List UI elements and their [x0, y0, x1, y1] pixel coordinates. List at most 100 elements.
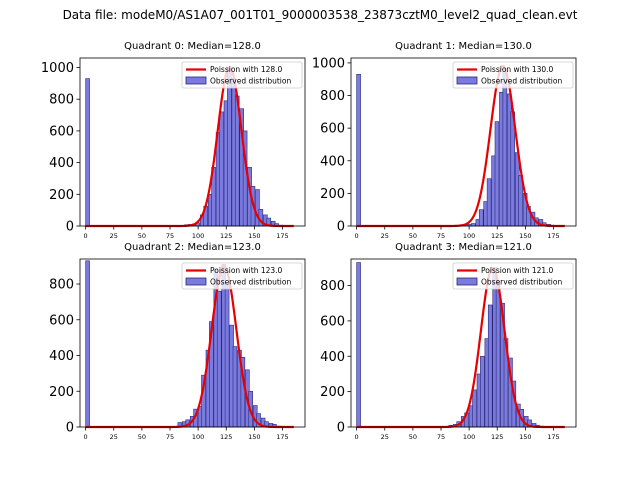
y-tick-label: 0 — [337, 220, 345, 235]
quadrant-3-panel: 0 25 50 75 100 125 150 175 0 200 400 600 800 Quadrant… — [320, 242, 577, 441]
legend-box — [452, 262, 574, 290]
y-tick-label: 1000 — [41, 61, 74, 76]
x-tick-label: 100 — [192, 433, 204, 441]
histogram-bar — [494, 121, 500, 227]
x-tick-label: 0 — [355, 433, 359, 441]
y-tick-label: 600 — [320, 314, 345, 329]
y-tick-label: 200 — [49, 188, 74, 203]
x-tick-label: 150 — [519, 232, 531, 240]
x-tick-label: 175 — [276, 433, 288, 441]
x-tick-label: 25 — [110, 232, 118, 240]
x-tick-label: 75 — [437, 232, 445, 240]
y-tick-label: 200 — [320, 385, 345, 400]
histogram-bar — [227, 67, 232, 227]
x-tick-label: 0 — [84, 433, 88, 441]
histogram-bar — [85, 260, 90, 428]
legend-box — [452, 61, 574, 89]
x-tick-label: 100 — [463, 232, 475, 240]
legend-bar-swatch — [185, 277, 207, 286]
histogram-bar — [510, 111, 515, 227]
y-tick-label: 400 — [49, 156, 74, 171]
histogram-bar — [502, 69, 508, 227]
poisson-fit-line — [356, 266, 565, 429]
y-tick-label: 800 — [320, 279, 345, 294]
x-tick-label: 75 — [166, 232, 174, 240]
axes-frame — [350, 258, 577, 428]
y-tick-label: 400 — [320, 350, 345, 365]
quadrant-2-panel: 0 25 50 75 100 125 150 175 0 200 400 600 800 Quadrant… — [49, 242, 306, 441]
legend-label-fit: Poission with 130.0 — [481, 65, 554, 74]
x-tick-label: 25 — [110, 433, 118, 441]
x-tick-label: 175 — [276, 232, 288, 240]
x-tick-label: 75 — [166, 433, 174, 441]
x-tick-label: 0 — [355, 232, 359, 240]
y-tick-label: 200 — [320, 187, 345, 202]
histogram-bar — [356, 74, 361, 227]
legend-label-observed: Observed distribution — [481, 278, 562, 287]
y-tick-label: 600 — [320, 122, 345, 137]
x-tick-label: 0 — [84, 232, 88, 240]
legend-bar-swatch — [456, 277, 478, 286]
x-tick-label: 125 — [491, 232, 503, 240]
y-tick-label: 0 — [66, 421, 74, 436]
legend-label-fit: Poission with 121.0 — [481, 266, 554, 275]
histogram-bar — [472, 389, 477, 428]
legend-label-observed: Observed distribution — [481, 77, 562, 86]
histogram-bar — [478, 209, 484, 227]
legend-label-observed: Observed distribution — [210, 77, 291, 86]
axes-frame — [350, 57, 577, 227]
legend-bar-swatch — [185, 76, 207, 85]
poisson-fit-line — [356, 65, 565, 228]
x-tick-label: 50 — [138, 232, 146, 240]
poisson-fit-line — [85, 66, 294, 228]
subplot-title: Quadrant 1: Median=130.0 — [395, 41, 532, 52]
x-tick-label: 150 — [248, 232, 260, 240]
y-tick-label: 600 — [49, 124, 74, 139]
histogram-bar — [216, 290, 222, 428]
axes-frame — [79, 258, 306, 428]
poisson-fit-line — [85, 265, 294, 429]
axes-frame — [79, 57, 306, 227]
x-tick-label: 25 — [381, 433, 389, 441]
histogram-bar — [480, 355, 485, 428]
x-tick-label: 75 — [437, 433, 445, 441]
x-tick-label: 175 — [547, 232, 559, 240]
subplot-title: Quadrant 2: Median=123.0 — [124, 242, 261, 253]
x-tick-label: 50 — [409, 232, 417, 240]
legend-bar-swatch — [456, 76, 478, 85]
x-tick-label: 50 — [409, 433, 417, 441]
x-tick-label: 50 — [138, 433, 146, 441]
histogram-bar — [356, 262, 361, 428]
subplot-title: Quadrant 3: Median=121.0 — [395, 242, 532, 253]
legend-label-fit: Poission with 128.0 — [210, 65, 283, 74]
y-tick-label: 0 — [66, 220, 74, 235]
x-tick-label: 150 — [248, 433, 260, 441]
histogram-bar — [232, 346, 238, 428]
subplot-title: Quadrant 0: Median=128.0 — [124, 41, 261, 52]
legend-label-fit: Poission with 123.0 — [210, 266, 283, 275]
y-tick-label: 800 — [49, 278, 74, 293]
histogram-bar — [486, 178, 492, 227]
x-tick-label: 150 — [519, 433, 531, 441]
x-tick-label: 125 — [220, 433, 232, 441]
y-tick-label: 400 — [320, 154, 345, 169]
histogram-bar — [219, 111, 224, 227]
quadrant-1-panel: 0 25 50 75 100 125 150 175 0 200 400 600 800 1000 Quad… — [312, 41, 577, 240]
y-tick-label: 1000 — [312, 56, 345, 71]
x-tick-label: 100 — [463, 433, 475, 441]
x-tick-label: 100 — [192, 232, 204, 240]
y-tick-label: 0 — [337, 421, 345, 436]
x-tick-label: 25 — [381, 232, 389, 240]
y-tick-label: 600 — [49, 313, 74, 328]
legend-box — [181, 262, 303, 290]
x-tick-label: 125 — [220, 232, 232, 240]
x-tick-label: 175 — [547, 433, 559, 441]
histogram-bar — [85, 78, 90, 227]
legend-label-observed: Observed distribution — [210, 278, 291, 287]
quadrant-0-panel: 0 25 50 75 100 125 150 175 0 200 400 600 800 1000 Quad… — [41, 41, 306, 240]
legend-box — [181, 61, 303, 89]
histogram-bar — [495, 283, 501, 428]
y-tick-label: 800 — [49, 93, 74, 108]
histogram-bar — [487, 304, 493, 428]
